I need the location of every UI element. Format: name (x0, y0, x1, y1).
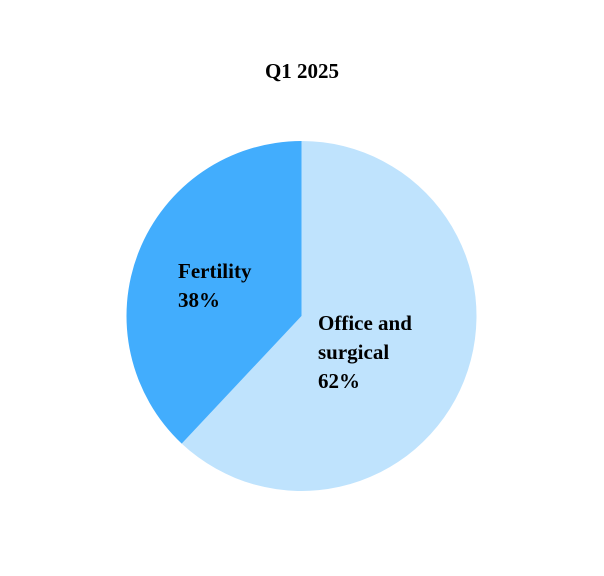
pie-slices (126, 141, 477, 492)
pie-slice-office-and-surgical (181, 141, 477, 492)
chart-title: Q1 2025 (264, 59, 340, 83)
pie-label-fertility: Fertility 38% (178, 259, 252, 312)
pie-label-office-and-surgical: Office and surgical 62% (318, 311, 412, 393)
pie-labels: Office and surgical 62% Fertility 38% (178, 259, 412, 393)
pie-slice-fertility (126, 141, 302, 444)
